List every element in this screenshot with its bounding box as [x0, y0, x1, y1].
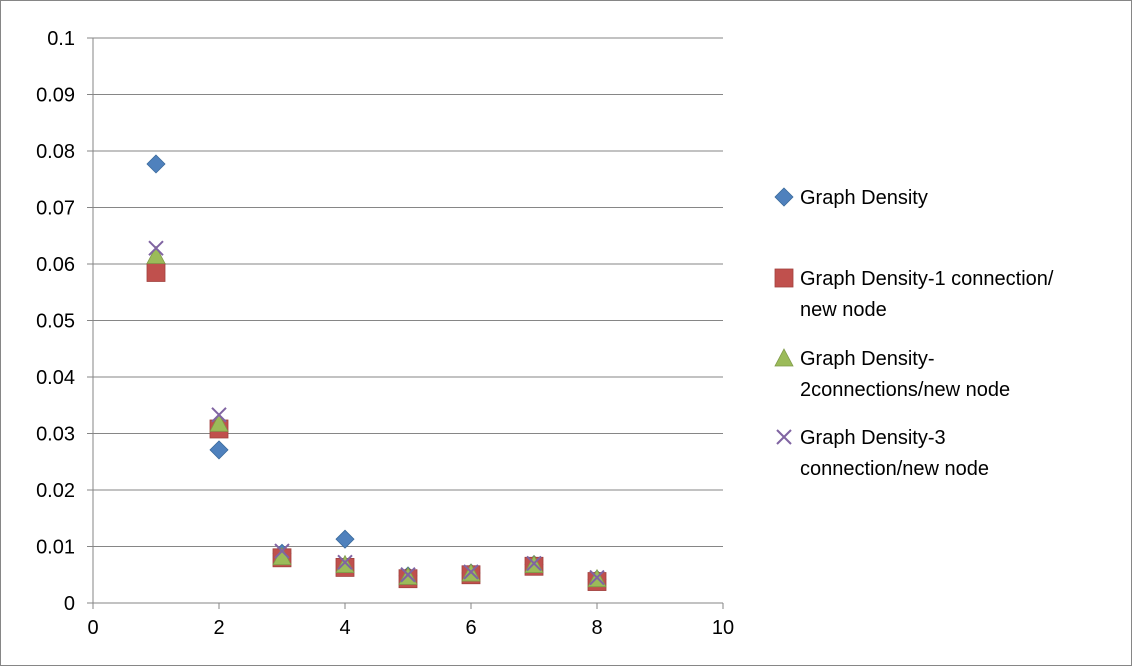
data-point: [209, 440, 229, 460]
y-tick-label: 0.01: [36, 537, 75, 559]
legend-marker-icon: [774, 187, 794, 207]
series-1: [146, 154, 607, 589]
x-tick-label: 4: [339, 617, 350, 639]
y-tick-label: 0.1: [47, 28, 75, 50]
y-tick-label: 0.08: [36, 141, 75, 163]
legend-marker-icon: [774, 348, 794, 367]
legend-label: Graph Density-3: [800, 427, 946, 449]
y-tick-label: 0.02: [36, 480, 75, 502]
data-point: [463, 564, 479, 580]
data-point: [148, 240, 164, 256]
x-tick-label: 6: [465, 617, 476, 639]
tick-labels: 0 0.01 0.02 0.03 0.04 0.05 0.06 0.07 0.08 0.09 0.1…: [36, 28, 734, 639]
y-tick-label: 0.06: [36, 254, 75, 276]
y-tick-label: 0.05: [36, 311, 75, 333]
legend-label: 2connections/new node: [800, 379, 1010, 401]
legend-item: Graph Density-3 connection/new node: [776, 427, 989, 480]
data-point: [274, 543, 290, 559]
data-point: [526, 555, 542, 572]
data-point: [146, 263, 166, 282]
x-tick-label: 8: [591, 617, 602, 639]
x-tick-label: 2: [213, 617, 224, 639]
legend-label: Graph Density-1 connection/: [800, 268, 1054, 290]
data-point: [337, 554, 353, 571]
y-tick-label: 0.04: [36, 367, 75, 389]
y-tick-label: 0.07: [36, 198, 75, 220]
data-points: [146, 154, 607, 591]
legend: Graph Density Graph Density-1 connection/…: [774, 187, 1054, 480]
legend-label: Graph Density-: [800, 348, 935, 370]
legend-label: connection/new node: [800, 458, 989, 480]
series-4: [148, 240, 605, 586]
y-tick-label: 0: [64, 593, 75, 615]
data-point: [335, 554, 355, 573]
axes: [87, 37, 724, 609]
data-point: [209, 413, 229, 432]
x-tick-label: 0: [87, 617, 98, 639]
legend-label: new node: [800, 299, 887, 321]
data-point: [211, 407, 227, 423]
data-point: [146, 245, 166, 264]
legend-item: Graph Density-1 connection/new node: [774, 268, 1054, 321]
legend-item: Graph Density: [774, 187, 928, 209]
gridlines: [93, 37, 723, 547]
data-point: [589, 569, 605, 586]
legend-label: Graph Density: [800, 187, 928, 209]
y-tick-label: 0.09: [36, 85, 75, 107]
data-point: [335, 529, 355, 549]
legend-marker-icon: [776, 429, 792, 445]
data-point: [400, 567, 416, 583]
legend-item: Graph Density- 2connections/new node: [774, 348, 1010, 401]
x-tick-label: 10: [712, 617, 734, 639]
y-tick-label: 0.03: [36, 424, 75, 446]
legend-marker-icon: [774, 268, 794, 288]
data-point: [146, 154, 166, 174]
